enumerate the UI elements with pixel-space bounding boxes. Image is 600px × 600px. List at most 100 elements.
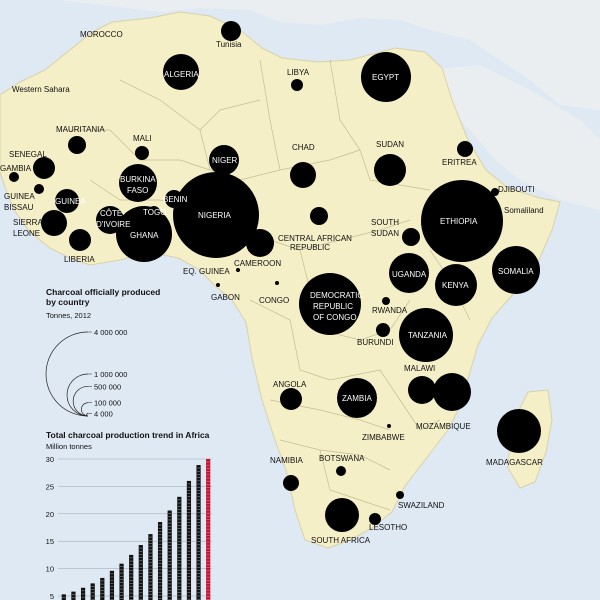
map-label: LEONE: [13, 229, 40, 238]
map-label: TANZANIA: [408, 331, 448, 340]
bubble-ghana[interactable]: [116, 206, 172, 262]
bubble-sierra-leone[interactable]: [41, 210, 67, 236]
map-label: SUDAN: [376, 140, 404, 149]
chart-bar: [157, 522, 163, 600]
bubble-burkina-faso[interactable]: [119, 164, 157, 202]
legend-size-circle: [72, 385, 89, 417]
map-label: DEMOCRATIC: [310, 291, 363, 300]
chart-bar: [186, 480, 192, 600]
bubble-ethiopia[interactable]: [421, 180, 503, 262]
map-label: CENTRAL AFRICAN: [278, 234, 352, 243]
chart-bar: [119, 563, 124, 600]
bubble-drc[interactable]: [299, 273, 361, 335]
bubble-botswana[interactable]: [336, 466, 346, 476]
bubble-chad[interactable]: [290, 162, 316, 188]
bubble-malawi[interactable]: [408, 376, 436, 404]
map-label: KENYA: [442, 281, 469, 290]
legend-size-circle: [86, 412, 89, 417]
bubble-rwanda[interactable]: [382, 297, 390, 305]
map-label: SOUTH AFRICA: [311, 536, 371, 545]
map-label: SWAZILAND: [398, 501, 445, 510]
legend-size-circle: [81, 402, 89, 417]
legend-size-label: 4 000 000: [94, 328, 127, 337]
chart-subtitle: Million tonnes: [46, 442, 92, 451]
europe-landmass: [60, 0, 600, 110]
bubble-cameroon[interactable]: [246, 229, 274, 257]
map-label: ERITREA: [442, 158, 477, 167]
bubble-central-african-republic[interactable]: [310, 207, 328, 225]
bubble-libya[interactable]: [291, 79, 303, 91]
map-label: SOMALIA: [498, 267, 534, 276]
map-label: CAMEROON: [234, 259, 281, 268]
bubble-zimbabwe[interactable]: [387, 424, 391, 428]
chart-bar: [90, 583, 95, 600]
map-label: DJIBOUTI: [498, 185, 534, 194]
bubble-tanzania[interactable]: [399, 308, 453, 362]
bubble-namibia[interactable]: [283, 475, 299, 491]
bubble-eq-guinea[interactable]: [236, 268, 240, 272]
bubble-somalia[interactable]: [492, 246, 540, 294]
map-label: GUINEA: [55, 197, 86, 206]
map-label: Western Sahara: [12, 85, 70, 94]
bubble-kenya[interactable]: [435, 264, 477, 306]
chart-ytick-label: 30: [46, 455, 54, 464]
map-label: ANGOLA: [273, 380, 307, 389]
bubble-mauritania[interactable]: [68, 136, 86, 154]
map-label: EQ. GUINEA: [183, 267, 230, 276]
bubble-mozambique[interactable]: [433, 373, 471, 411]
bubble-uganda[interactable]: [389, 253, 429, 293]
chart-bar: [138, 545, 143, 600]
map-label: Somaliland: [504, 206, 544, 215]
bubble-niger[interactable]: [209, 145, 239, 175]
map-label: EGYPT: [372, 73, 399, 82]
map-label: ZAMBIA: [342, 394, 372, 403]
chart-bar: [71, 591, 76, 600]
legend-size-circle: [66, 373, 89, 417]
bubble-south-africa[interactable]: [325, 498, 359, 532]
bubble-madagascar[interactable]: [497, 409, 541, 453]
bubble-south-sudan[interactable]: [402, 228, 420, 246]
bubble-congo[interactable]: [275, 281, 279, 285]
map-label: BISSAU: [4, 203, 34, 212]
bubble-angola[interactable]: [280, 388, 302, 410]
map-label: OF CONGO: [313, 313, 357, 322]
bubble-lesotho[interactable]: [369, 513, 381, 525]
bubble-gambia[interactable]: [9, 172, 19, 182]
map-label: D'IVOIRE: [96, 220, 130, 229]
map-label: SIERRA: [13, 218, 43, 227]
bubble-burundi[interactable]: [376, 323, 390, 337]
bubble-tunisia[interactable]: [221, 21, 241, 41]
map-label: ALGERIA: [164, 70, 199, 79]
legend-size-label: 100 000: [94, 399, 121, 408]
bubble-eritrea[interactable]: [457, 141, 473, 157]
map-label: REPUBLIC: [313, 302, 353, 311]
map-label: NIGERIA: [198, 211, 232, 220]
production-bubbles: [9, 21, 541, 532]
map-label: MALI: [133, 134, 152, 143]
bubble-sudan[interactable]: [374, 154, 406, 186]
bubble-swaziland[interactable]: [396, 491, 404, 499]
bubble-djibouti[interactable]: [491, 188, 499, 196]
chart-gridlines: 5 10 15 20 25 30: [46, 455, 212, 600]
bubble-nigeria[interactable]: [173, 172, 259, 258]
bubble-egypt[interactable]: [361, 52, 411, 102]
map-label: BURUNDI: [357, 338, 393, 347]
legend-size-label: 4 000: [94, 409, 113, 418]
africa-landmass: [0, 11, 561, 549]
bubble-gabon[interactable]: [216, 283, 220, 287]
country-labels: MOROCCO Tunisia ALGERIA LIBYA EGYPT West…: [0, 30, 544, 545]
bubble-togo[interactable]: [148, 206, 160, 218]
bubble-senegal[interactable]: [33, 157, 55, 179]
bubble-guinea-bissau[interactable]: [34, 184, 44, 194]
map-label: MOROCCO: [80, 30, 123, 39]
chart-ytick-label: 10: [46, 565, 54, 574]
chart-ytick-label: 20: [46, 510, 54, 519]
bubble-guinea[interactable]: [55, 189, 79, 213]
bubble-zambia[interactable]: [337, 378, 377, 418]
map-label: MALAWI: [404, 364, 435, 373]
bubble-mali[interactable]: [135, 146, 149, 160]
chart-bar: [129, 554, 134, 600]
bubble-algeria[interactable]: [163, 54, 199, 90]
bubble-liberia[interactable]: [69, 229, 91, 251]
